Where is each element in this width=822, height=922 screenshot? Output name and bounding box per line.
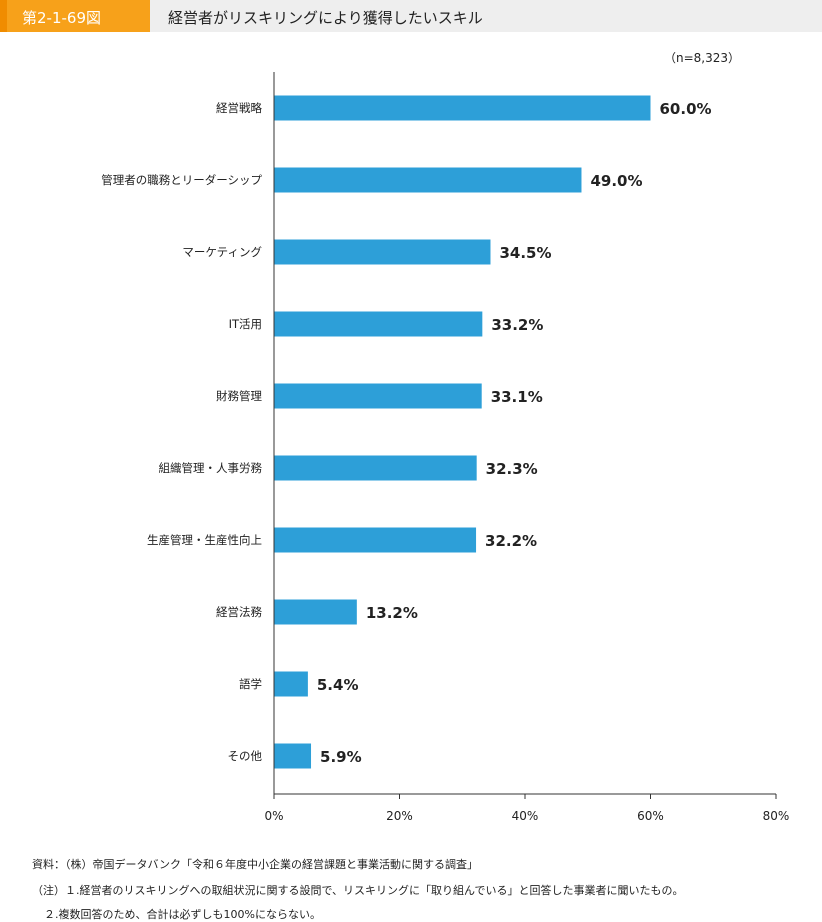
annotation-note-1: （注）１.経営者のリスキリングへの取組状況に関する設問で、リスキリングに「取り組… [32,884,684,897]
x-tick-label: 80% [763,809,790,823]
figure-tag-accent [0,0,7,32]
x-tick-label: 0% [264,809,283,823]
category-label: 経営戦略 [216,101,262,115]
bar [274,311,483,337]
category-label: 管理者の職務とリーダーシップ [101,173,262,187]
figure-title: 経営者がリスキリングにより獲得したいスキル [168,9,483,27]
category-label: 生産管理・生産性向上 [147,533,262,547]
x-tick-label: 40% [512,809,539,823]
bar-chart: （n=8,323） 経営戦略 60.0% 管理者の職務とリーダーシップ 49.0% マーケ… [101,51,790,823]
category-label: マーケティング [182,245,262,259]
bar [274,599,357,625]
bar [274,239,491,265]
figure-number-tag: 第2-1-69図 [0,0,150,32]
bar [274,383,482,409]
category-label: 財務管理 [216,389,262,403]
value-label: 32.3% [486,460,538,478]
value-label: 33.2% [491,316,543,334]
x-tick-label: 60% [637,809,664,823]
category-label: 経営法務 [216,605,262,619]
value-label: 60.0% [660,100,712,118]
value-label: 13.2% [366,604,418,622]
annotation-note-2: ２.複数回答のため、合計は必ずしも100%にならない。 [44,908,321,921]
value-label: 33.1% [491,388,543,406]
category-label: その他 [228,749,263,763]
source-note: 資料：（株）帝国データバンク「令和６年度中小企業の経営課題と事業活動に関する調査… [32,858,479,871]
figure-header: 第2-1-69図 経営者がリスキリングにより獲得したいスキル [0,0,822,32]
bar [274,95,651,121]
bar [274,671,308,697]
category-label: 語学 [239,677,262,691]
figure-number: 第2-1-69図 [22,9,101,27]
x-tick-label: 20% [386,809,413,823]
sample-size-note: （n=8,323） [664,51,740,65]
bar [274,743,312,769]
value-label: 5.4% [317,676,359,694]
value-label: 5.9% [320,748,362,766]
bar [274,527,477,553]
bar [274,167,582,193]
category-label: IT活用 [229,317,262,331]
category-label: 組織管理・人事労務 [159,461,263,475]
bar [274,455,477,481]
value-label: 32.2% [485,532,537,550]
value-label: 49.0% [590,172,642,190]
value-label: 34.5% [499,244,551,262]
